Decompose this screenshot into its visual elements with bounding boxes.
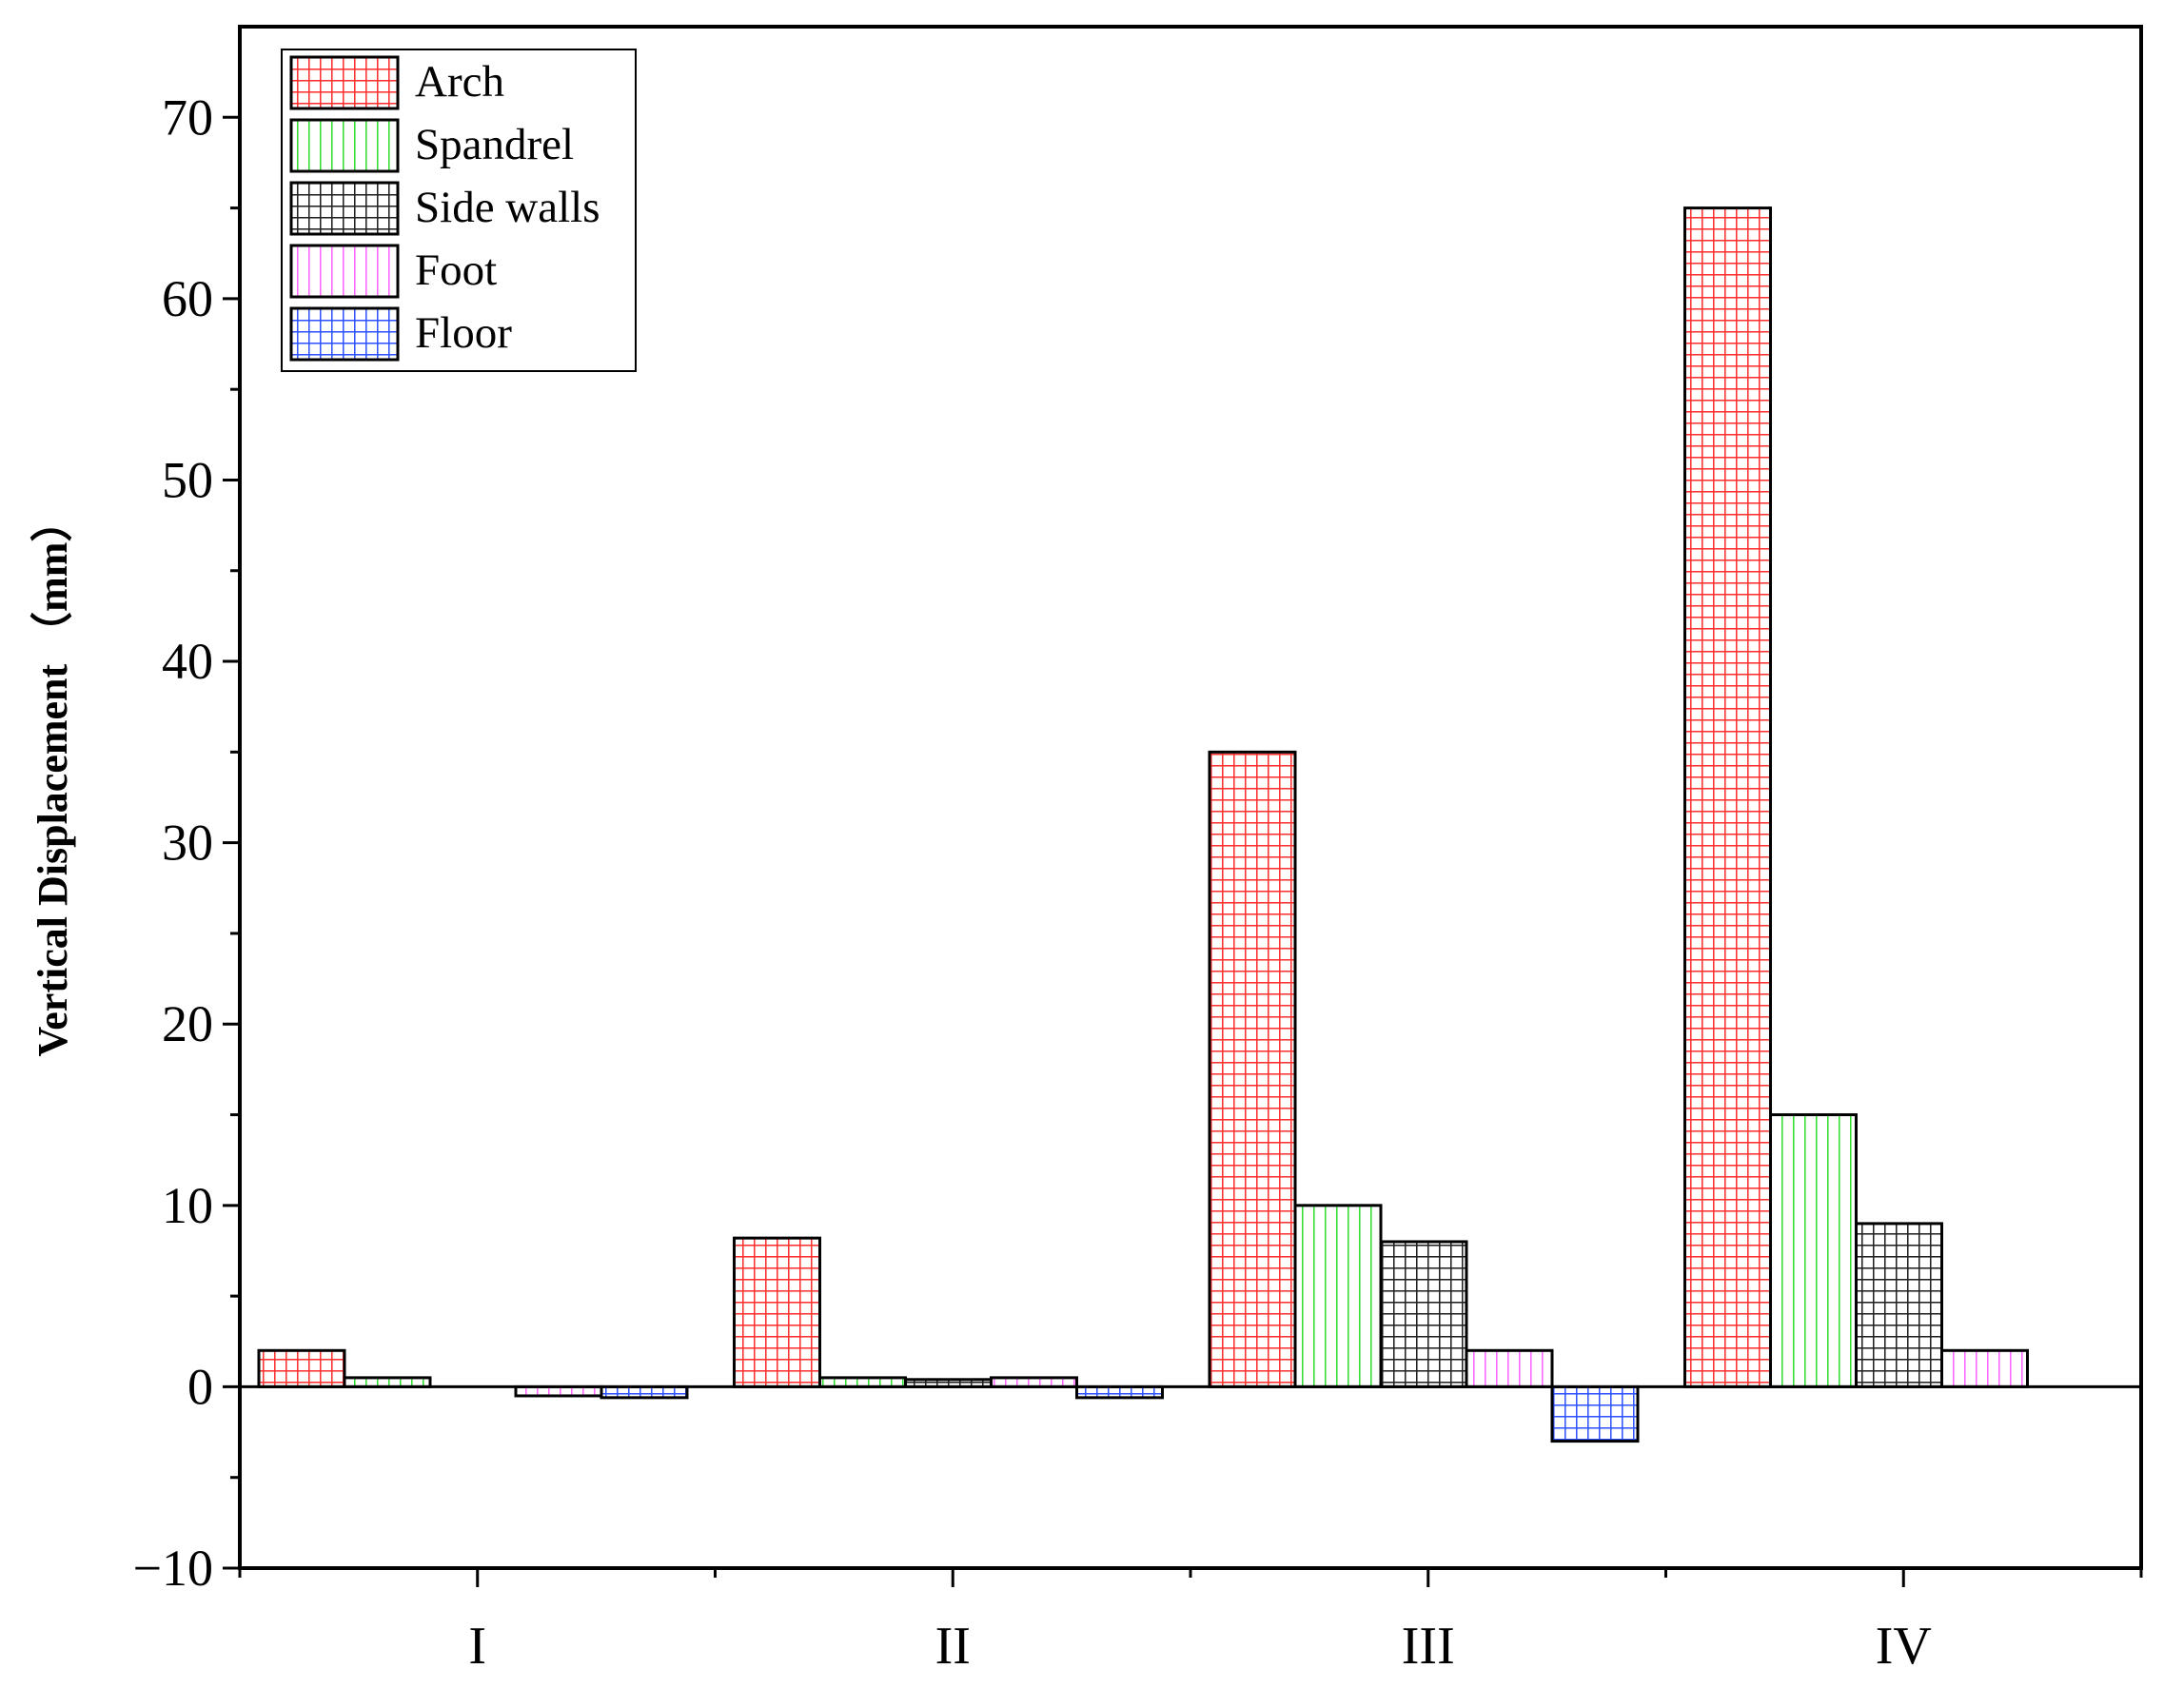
- y-axis-title: Vertical Displacement （mm）: [30, 501, 76, 1057]
- bar-arch-IV: [1683, 206, 1772, 1388]
- bar-arch-I: [257, 1348, 346, 1388]
- legend-label: Side walls: [415, 183, 600, 232]
- y-tick-label: 10: [162, 1177, 213, 1234]
- bar-foot-III: [1465, 1348, 1554, 1388]
- bar-spandrel-IV: [1769, 1113, 1858, 1388]
- y-tick-label: −10: [133, 1540, 213, 1597]
- legend-label: Foot: [415, 245, 497, 295]
- y-tick-label: 30: [162, 815, 213, 872]
- bar-foot-IV: [1940, 1348, 2029, 1388]
- bars-layer: [257, 206, 2029, 1443]
- bar-side-walls-IV: [1855, 1222, 1943, 1388]
- legend-label: Arch: [415, 57, 504, 107]
- x-tick-label: IV: [1876, 1617, 1932, 1676]
- legend-swatch: [289, 55, 400, 110]
- x-tick-label: II: [935, 1617, 971, 1676]
- bar-side-walls-III: [1379, 1240, 1468, 1388]
- y-tick-label: 40: [162, 633, 213, 690]
- y-tick-label: 70: [162, 88, 213, 146]
- y-tick-label: 0: [187, 1358, 213, 1415]
- legend-swatch: [289, 181, 400, 236]
- bar-arch-III: [1208, 750, 1297, 1388]
- bar-floor-II: [1075, 1384, 1164, 1400]
- legend-label: Floor: [415, 308, 512, 358]
- bar-spandrel-III: [1293, 1204, 1383, 1388]
- legend-swatch: [289, 118, 400, 173]
- x-tick-label: I: [468, 1617, 486, 1676]
- legend-swatch: [289, 306, 400, 362]
- legend-label: Spandrel: [415, 120, 574, 169]
- x-tick-label: III: [1402, 1617, 1455, 1676]
- y-tick-label: 60: [162, 270, 213, 327]
- bar-arch-II: [733, 1236, 821, 1388]
- y-tick-label: 20: [162, 995, 213, 1052]
- bar-floor-I: [600, 1384, 689, 1400]
- legend-swatch: [289, 244, 400, 299]
- bar-floor-III: [1550, 1384, 1640, 1443]
- legend: Arch Spandrel Side walls Foot Floor: [281, 49, 637, 372]
- y-tick-label: 50: [162, 451, 213, 508]
